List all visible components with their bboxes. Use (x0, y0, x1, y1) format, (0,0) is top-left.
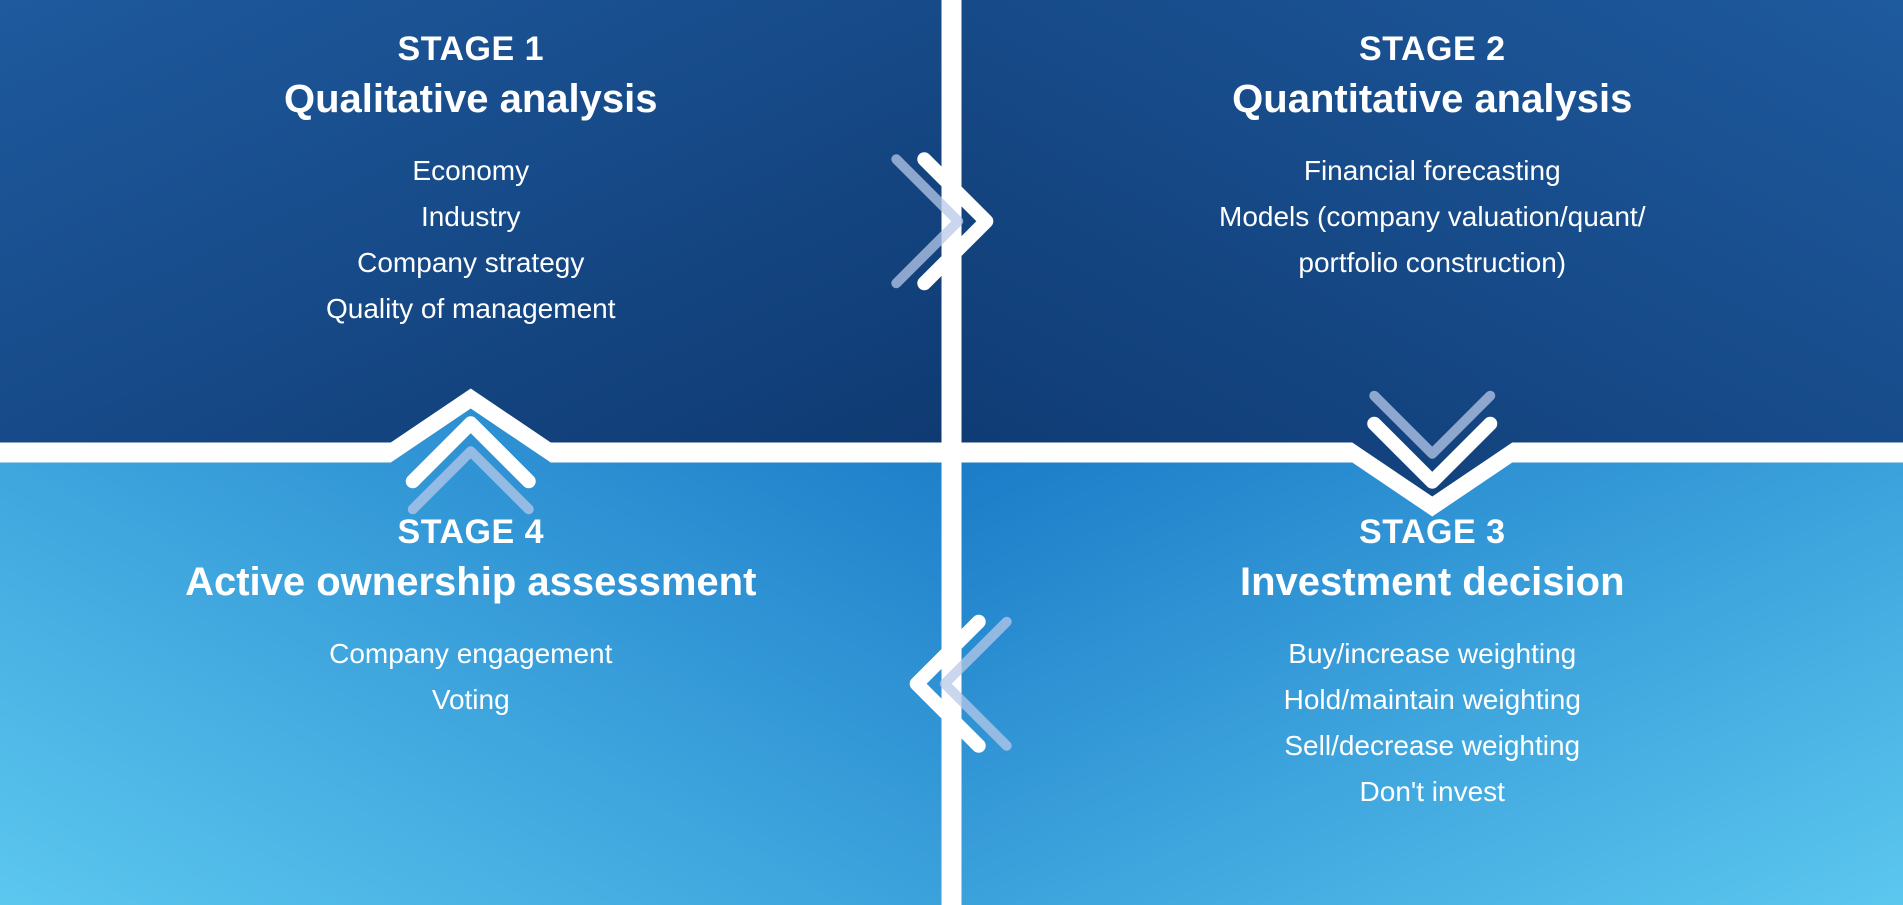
stage1-label: STAGE 1 (0, 30, 942, 69)
stage2-item: portfolio construction) (962, 240, 1903, 286)
stage1-item: Economy (0, 148, 942, 194)
diagram-viewport: STAGE 1 Qualitative analysis EconomyIndust… (0, 0, 1903, 905)
stage3-title: Investment decision (962, 560, 1903, 605)
panel-stage2: STAGE 2 Quantitative analysis Financial fo… (962, 30, 1903, 286)
stage4-items: Company engagementVoting (0, 631, 942, 723)
panel-stage3: STAGE 3 Investment decision Buy/increase w… (962, 513, 1903, 815)
stage1-item: Company strategy (0, 240, 942, 286)
stage3-item: Sell/decrease weighting (962, 723, 1903, 769)
stage3-item: Don't invest (962, 769, 1903, 815)
stage3-items: Buy/increase weightingHold/maintain weig… (962, 631, 1903, 815)
panel-stage1: STAGE 1 Qualitative analysis EconomyIndust… (0, 30, 942, 332)
stage1-item: Quality of management (0, 286, 942, 332)
stage2-title: Quantitative analysis (962, 77, 1903, 122)
stage4-label: STAGE 4 (0, 513, 942, 552)
stage1-title: Qualitative analysis (0, 77, 942, 122)
stage1-items: EconomyIndustryCompany strategyQuality o… (0, 148, 942, 332)
panel-stage4: STAGE 4 Active ownership assessment Compan… (0, 513, 942, 723)
stage2-item: Financial forecasting (962, 148, 1903, 194)
stage2-label: STAGE 2 (962, 30, 1903, 69)
stage3-item: Buy/increase weighting (962, 631, 1903, 677)
stage4-title: Active ownership assessment (0, 560, 942, 605)
stage2-item: Models (company valuation/quant/ (962, 194, 1903, 240)
stage2-items: Financial forecastingModels (company val… (962, 148, 1903, 286)
stage3-label: STAGE 3 (962, 513, 1903, 552)
stage1-item: Industry (0, 194, 942, 240)
stage3-item: Hold/maintain weighting (962, 677, 1903, 723)
stage4-item: Company engagement (0, 631, 942, 677)
stage4-item: Voting (0, 677, 942, 723)
